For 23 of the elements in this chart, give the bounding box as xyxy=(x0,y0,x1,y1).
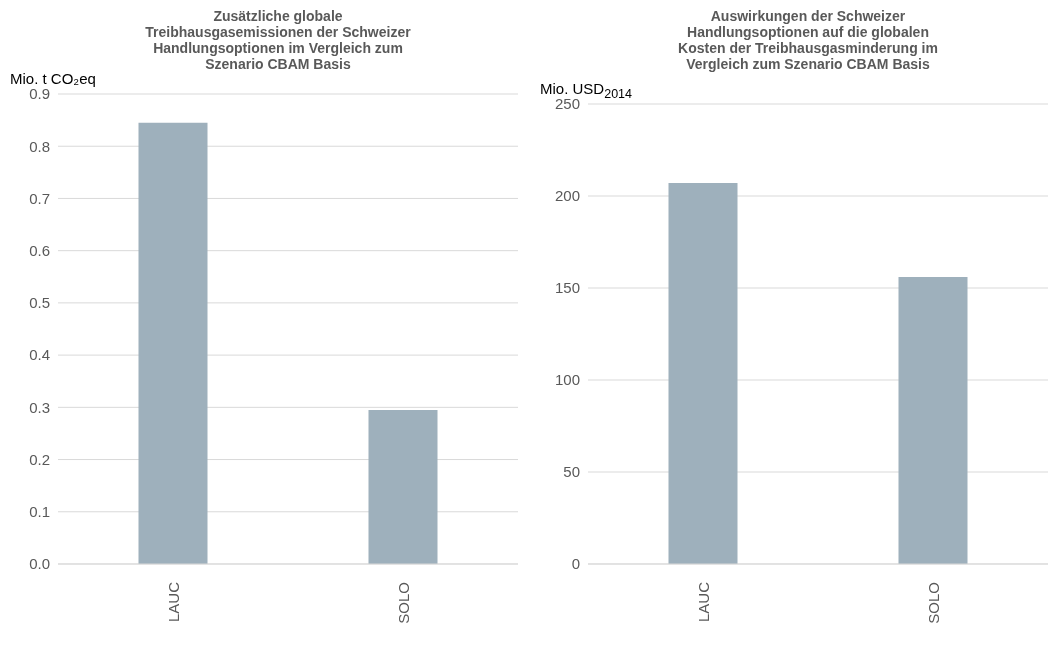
x-tick-label: LAUC xyxy=(694,581,712,623)
y-tick-label: 0.6 xyxy=(29,241,50,259)
y-tick-label: 0.7 xyxy=(29,189,50,207)
y-tick-label: 200 xyxy=(554,187,580,205)
y-axis-title: Mio. t CO₂eq xyxy=(10,70,96,87)
y-tick-label: 0.9 xyxy=(29,85,50,103)
y-tick-label: 100 xyxy=(554,371,580,389)
chart-title: Zusätzliche globale Treibhausgasemissionen der Schweizer Handlungsoptionen im Vergleich zum Szenario CBAM Basis xyxy=(144,8,412,72)
x-tick-label: SOLO xyxy=(394,582,412,624)
y-tick-label: 0.0 xyxy=(29,555,50,573)
y-tick-label: 0.4 xyxy=(29,346,50,364)
chart-title: Auswirkungen der Schweizer Handlungsoptionen auf die globalen Kosten der Treibhausgasminderung im Vergleich zum Szenario CBAM Basis xyxy=(677,8,939,74)
x-tick-label: LAUC xyxy=(164,581,182,623)
y-tick-label: 50 xyxy=(563,463,580,481)
y-tick-label: 0.1 xyxy=(29,503,50,521)
y-tick-label: 0.5 xyxy=(29,294,50,312)
y-tick-label: 250 xyxy=(554,95,580,113)
y-tick-label: 0 xyxy=(571,555,580,573)
y-tick-label: 0.3 xyxy=(29,398,50,416)
x-tick-label: SOLO xyxy=(924,582,942,624)
y-tick-label: 0.8 xyxy=(29,137,50,155)
y-tick-label: 150 xyxy=(554,279,580,297)
y-tick-label: 0.2 xyxy=(29,450,50,468)
